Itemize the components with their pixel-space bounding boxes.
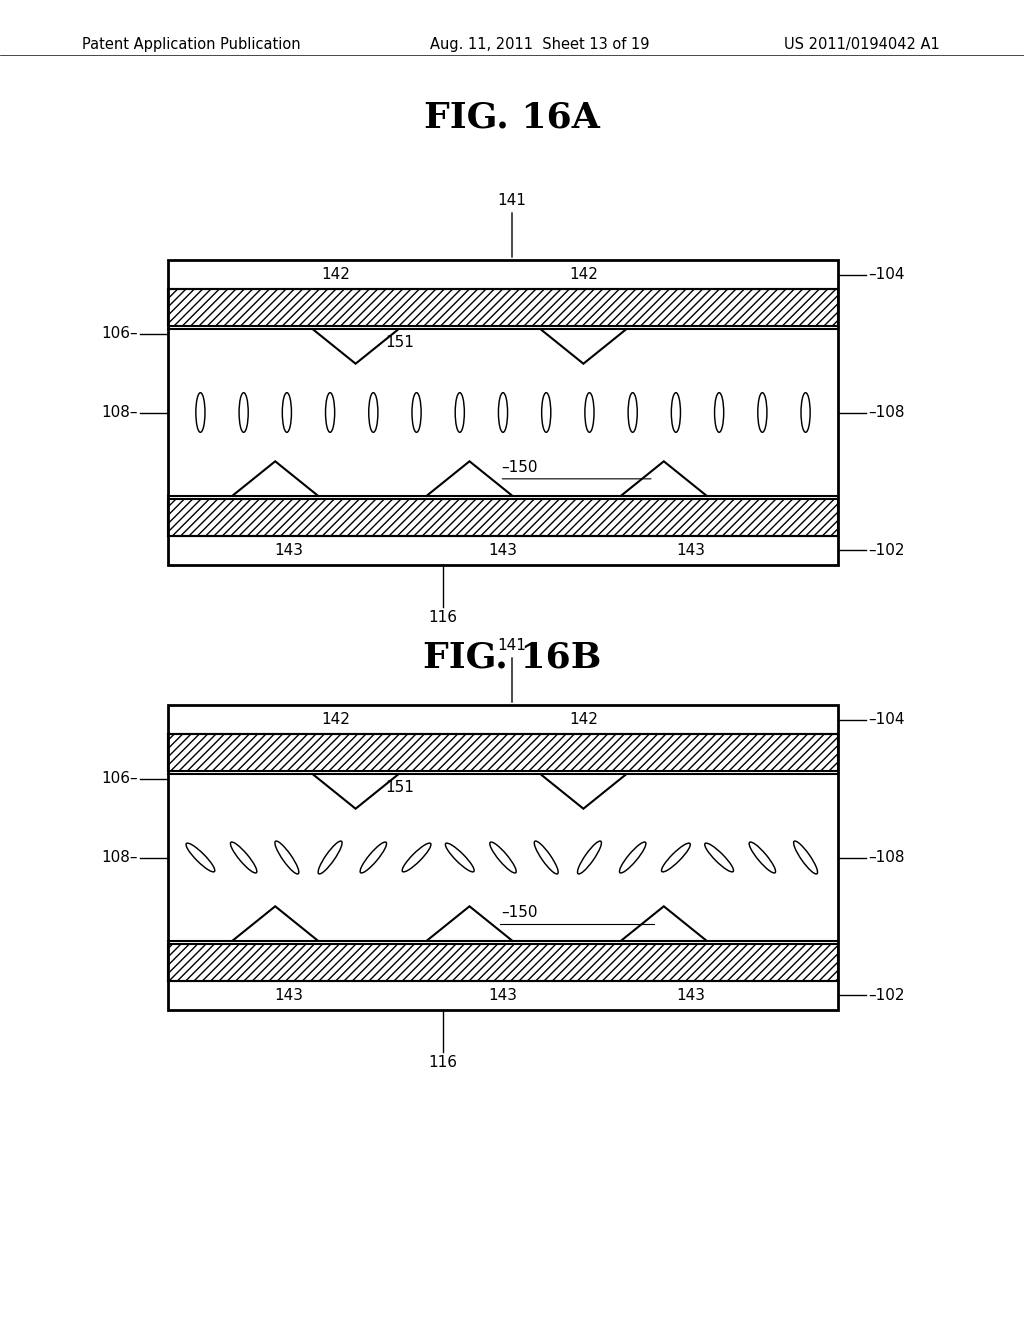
Ellipse shape [620,842,646,873]
Text: 108–: 108– [101,405,138,420]
Ellipse shape [499,392,508,433]
Text: –102: –102 [868,987,904,1003]
Bar [168,260,838,565]
Text: –108: –108 [868,850,904,865]
Text: US 2011/0194042 A1: US 2011/0194042 A1 [784,37,940,51]
Ellipse shape [794,841,817,874]
Ellipse shape [360,842,386,873]
Ellipse shape [801,392,810,433]
Text: Patent Application Publication: Patent Application Publication [82,37,301,51]
Text: 116: 116 [428,610,458,624]
Ellipse shape [412,392,421,433]
Ellipse shape [196,392,205,433]
Bar [168,734,838,771]
Text: –102: –102 [868,543,904,558]
Bar [168,944,838,981]
Ellipse shape [456,392,464,433]
Text: 143: 143 [488,543,517,558]
Ellipse shape [274,841,299,874]
Text: 143: 143 [274,987,303,1003]
Ellipse shape [628,392,637,433]
Text: 106–: 106– [101,771,138,787]
Text: 116: 116 [428,1055,458,1071]
Text: 142: 142 [322,267,350,282]
Text: Aug. 11, 2011  Sheet 13 of 19: Aug. 11, 2011 Sheet 13 of 19 [430,37,649,51]
Text: 143: 143 [676,987,706,1003]
Ellipse shape [402,843,431,873]
Text: 142: 142 [569,267,598,282]
Ellipse shape [705,843,733,873]
Text: 151: 151 [386,335,415,350]
Text: 141: 141 [498,638,526,653]
Text: 143: 143 [676,543,706,558]
Text: 151: 151 [386,780,415,795]
Ellipse shape [326,392,335,433]
Ellipse shape [750,842,775,873]
Ellipse shape [489,842,516,873]
Ellipse shape [715,392,724,433]
Ellipse shape [758,392,767,433]
Text: 143: 143 [274,543,303,558]
Text: –150: –150 [502,904,538,920]
Text: 106–: 106– [101,326,138,341]
Ellipse shape [542,392,551,433]
Ellipse shape [445,843,474,873]
Ellipse shape [239,392,248,433]
Text: –108: –108 [868,405,904,420]
Text: 108–: 108– [101,850,138,865]
Text: 143: 143 [488,987,517,1003]
Bar [168,705,838,1010]
Ellipse shape [578,841,601,874]
Text: –104: –104 [868,713,904,727]
Text: –150: –150 [502,459,538,475]
Ellipse shape [369,392,378,433]
Text: 142: 142 [322,713,350,727]
Ellipse shape [535,841,558,874]
Text: FIG. 16A: FIG. 16A [424,100,600,135]
Ellipse shape [230,842,257,873]
Ellipse shape [585,392,594,433]
Text: FIG. 16B: FIG. 16B [423,640,601,675]
Text: 142: 142 [569,713,598,727]
Bar [168,289,838,326]
Ellipse shape [672,392,681,433]
Text: 141: 141 [498,193,526,209]
Ellipse shape [318,841,342,874]
Ellipse shape [662,843,690,873]
Text: –104: –104 [868,267,904,282]
Ellipse shape [186,843,215,873]
Ellipse shape [283,392,292,433]
Bar [168,499,838,536]
